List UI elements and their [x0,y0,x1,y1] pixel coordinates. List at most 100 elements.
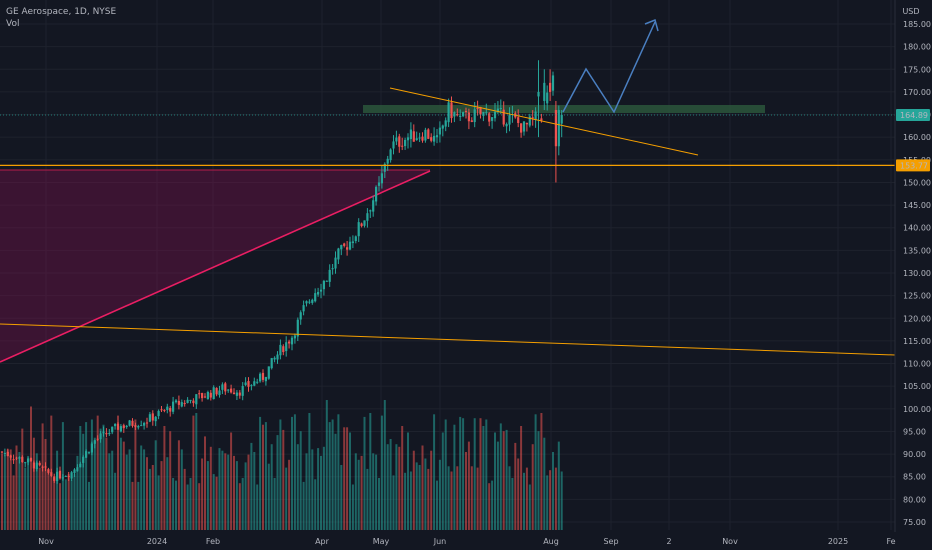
volume-bar [328,422,331,530]
volume-bar [235,461,238,530]
volume-bar [53,478,56,530]
volume-bar [44,439,47,530]
candle-body [108,433,111,435]
volume-bar [82,433,85,530]
volume-bar [64,479,67,530]
candle-body [438,127,441,135]
volume-bar [523,472,525,530]
y-tick-label: 75.00 [903,518,926,527]
candle-body [386,158,389,164]
candle-body [325,280,328,282]
candle-body [363,220,366,226]
candle-body [485,112,488,114]
candle-body [38,462,41,466]
volume-bar [299,431,302,530]
candle-body [409,129,412,140]
candle-body [209,392,212,398]
candle-body [528,116,531,126]
volume-bar [15,445,18,530]
candle-body [61,477,64,479]
volume-bar [264,422,267,530]
candle-body [163,409,166,411]
volume-bar [151,465,154,530]
volume-bar [175,480,177,530]
candle-body [537,91,540,97]
candle-body [29,458,33,461]
candle-body [549,82,552,92]
candle-body [64,476,67,478]
price-axis [895,0,932,550]
x-tick-label: Nov [722,537,738,546]
chart-legend: GE Aerospace, 1D, NYSE Vol [6,6,116,30]
candle-body [525,123,528,125]
volume-bar [508,466,511,530]
candle-body [346,247,349,250]
candle-body [351,241,354,244]
candle-body [169,407,172,412]
candle-body [282,346,285,353]
volume-bar [21,428,24,530]
volume-bar [9,449,12,530]
volume-bar [41,423,44,530]
volume-bar [491,480,494,530]
candle-body [41,466,44,468]
volume-bar [421,445,424,530]
x-tick-label: Nov [38,537,54,546]
volume-bar [282,429,285,530]
x-tick-label: Aug [543,537,559,546]
volume-bar [499,423,502,530]
candle-body [67,475,70,478]
candle-body [201,393,204,399]
candle-body [183,403,186,405]
volume-bar [117,415,119,530]
volume-bar [85,422,88,530]
volume-bar [404,472,407,530]
candle-body [56,471,59,482]
y-tick-label: 185.00 [903,20,931,29]
volume-bar [247,454,250,530]
long-trendline [0,323,896,356]
volume-bar [221,450,224,530]
candle-body [412,131,415,142]
candle-body [421,136,424,141]
volume-bar [206,461,209,530]
candle-body [174,400,178,403]
volume-bar [1,453,3,530]
volume-bar [317,448,320,530]
volume-bar [389,439,392,530]
y-tick-label: 95.00 [903,427,926,436]
y-tick-label: 110.00 [903,360,931,369]
candle-body [276,354,279,360]
volume-bar [146,457,148,530]
volume-bar [256,484,259,530]
volume-bar [514,442,517,530]
volume-bar [96,415,99,530]
volume-bar [305,453,308,530]
candle-body [44,466,47,468]
y-tick-label: 135.00 [903,246,931,255]
candle-body [334,257,337,269]
candle-body [122,425,125,429]
candle-body [476,107,479,109]
candle-body [427,129,430,139]
candle-body [473,109,476,123]
candle-body [151,413,154,421]
volume-bar [24,467,27,530]
candle-body [456,113,459,116]
candle-body [24,462,27,464]
volume-bar [56,450,59,530]
y-tick-label: 130.00 [903,269,931,278]
volume-bar [262,424,264,530]
volume-bar [479,418,482,530]
candle-body [317,291,320,295]
candle-body [134,425,137,428]
volume-bar [108,453,111,530]
candle-body [87,452,91,454]
candle-body [227,389,230,391]
y-tick-label: 80.00 [903,495,926,504]
candle-body [230,388,233,393]
candle-body [96,438,99,440]
candle-body [557,110,560,147]
candle-body [543,82,546,101]
